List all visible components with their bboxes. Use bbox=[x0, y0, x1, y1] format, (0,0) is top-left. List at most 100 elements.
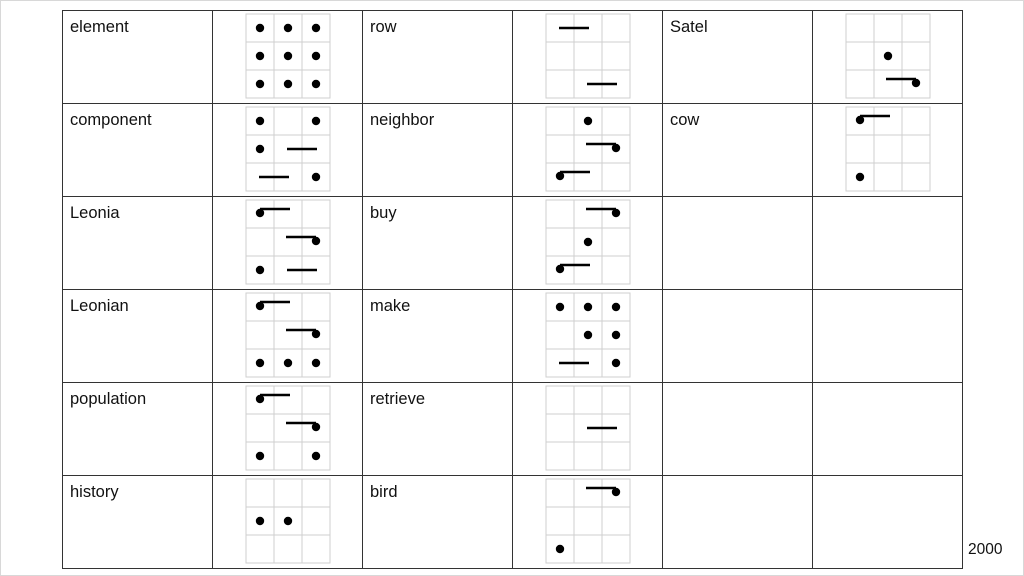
glyph-cell bbox=[512, 475, 663, 569]
glyph-dot bbox=[611, 208, 620, 218]
word-cell bbox=[662, 196, 813, 290]
word-cell: bird bbox=[362, 475, 513, 569]
word-label: neighbor bbox=[370, 111, 435, 129]
glyph-cell bbox=[212, 196, 363, 290]
glyph-grid-border bbox=[545, 478, 630, 564]
glyph-dot bbox=[611, 358, 620, 368]
glyph-grid bbox=[245, 106, 330, 192]
page-number: 2000 bbox=[968, 541, 1003, 558]
word-label bbox=[663, 476, 812, 483]
glyph-dot bbox=[255, 116, 264, 126]
word-label bbox=[663, 197, 812, 204]
glyph-dot bbox=[611, 143, 620, 153]
glyph-cell bbox=[812, 196, 963, 290]
glyph-grid-border bbox=[245, 385, 330, 471]
word-cell: Leonia bbox=[62, 196, 213, 290]
word-label: make bbox=[370, 297, 411, 315]
glyph-cell bbox=[512, 103, 663, 197]
glyph-dot bbox=[283, 23, 292, 33]
glyph-dot bbox=[255, 144, 264, 154]
glyph-dot bbox=[555, 544, 564, 554]
glyph-cell bbox=[212, 103, 363, 197]
glyph-dot bbox=[255, 394, 264, 404]
glyph-grid bbox=[245, 478, 330, 564]
word-cell: row bbox=[362, 10, 513, 104]
word-label: component bbox=[70, 111, 152, 129]
glyph-dot bbox=[311, 79, 320, 89]
glyph-grid-border bbox=[845, 13, 930, 99]
glyph-dot bbox=[611, 302, 620, 312]
word-cell: make bbox=[362, 289, 513, 383]
glyph-cell bbox=[812, 289, 963, 383]
glyph-dot bbox=[883, 51, 892, 61]
word-label: Leonia bbox=[70, 204, 120, 222]
glyph-dot bbox=[283, 358, 292, 368]
glyph-dot bbox=[583, 116, 592, 126]
word-cell: Satel bbox=[662, 10, 813, 104]
glyph-cell bbox=[212, 289, 363, 383]
glyph-dot bbox=[555, 264, 564, 274]
word-label bbox=[663, 383, 812, 390]
word-cell: population bbox=[62, 382, 213, 476]
glyph-grid bbox=[545, 292, 630, 378]
glyph-grid-border bbox=[545, 292, 630, 378]
glyph-dot bbox=[255, 301, 264, 311]
glyph-dictionary-table: element row Satel component neighbor cow Leoni… bbox=[62, 10, 963, 569]
glyph-dot bbox=[555, 302, 564, 312]
word-label: row bbox=[370, 18, 397, 36]
word-cell: history bbox=[62, 475, 213, 569]
glyph-dot bbox=[283, 516, 292, 526]
glyph-dot bbox=[583, 237, 592, 247]
glyph-cell bbox=[812, 103, 963, 197]
glyph-dot bbox=[255, 23, 264, 33]
word-label: cow bbox=[670, 111, 700, 129]
glyph-dot bbox=[283, 79, 292, 89]
glyph-dot bbox=[911, 78, 920, 88]
glyph-grid-border bbox=[245, 478, 330, 564]
word-cell bbox=[662, 475, 813, 569]
glyph-dot bbox=[311, 358, 320, 368]
glyph-dot bbox=[855, 115, 864, 125]
glyph-dot bbox=[311, 422, 320, 432]
glyph-cell bbox=[512, 382, 663, 476]
word-label: retrieve bbox=[370, 390, 426, 408]
glyph-dot bbox=[311, 51, 320, 61]
glyph-grid bbox=[245, 292, 330, 378]
glyph-grid-border bbox=[545, 106, 630, 192]
glyph-grid-border bbox=[545, 13, 630, 99]
word-label: Satel bbox=[670, 18, 708, 36]
glyph-grid-border bbox=[245, 292, 330, 378]
word-cell: retrieve bbox=[362, 382, 513, 476]
table-row: Leonia buy bbox=[62, 196, 963, 290]
glyph-cell bbox=[512, 10, 663, 104]
word-cell bbox=[662, 289, 813, 383]
glyph-dot bbox=[255, 208, 264, 218]
table-row: component neighbor cow bbox=[62, 103, 963, 197]
word-cell bbox=[662, 382, 813, 476]
glyph-dot bbox=[255, 516, 264, 526]
glyph-grid-border bbox=[845, 106, 930, 192]
glyph-dot bbox=[611, 487, 620, 497]
glyph-dot bbox=[583, 330, 592, 340]
glyph-dot bbox=[855, 172, 864, 182]
glyph-grid bbox=[245, 13, 330, 99]
word-cell: element bbox=[62, 10, 213, 104]
glyph-dot bbox=[311, 329, 320, 339]
table-row: element row Satel bbox=[62, 10, 963, 104]
glyph-dot bbox=[583, 302, 592, 312]
table-row: population retrieve bbox=[62, 382, 963, 476]
glyph-dot bbox=[255, 79, 264, 89]
word-label: Leonian bbox=[70, 297, 129, 315]
word-label: bird bbox=[370, 483, 398, 501]
glyph-cell bbox=[812, 10, 963, 104]
glyph-grid bbox=[845, 106, 930, 192]
glyph-dot bbox=[311, 23, 320, 33]
glyph-dot bbox=[311, 236, 320, 246]
glyph-dot bbox=[255, 358, 264, 368]
word-cell: buy bbox=[362, 196, 513, 290]
glyph-cell bbox=[212, 475, 363, 569]
glyph-dot bbox=[611, 330, 620, 340]
glyph-grid-border bbox=[245, 13, 330, 99]
glyph-grid bbox=[545, 106, 630, 192]
glyph-cell bbox=[212, 10, 363, 104]
